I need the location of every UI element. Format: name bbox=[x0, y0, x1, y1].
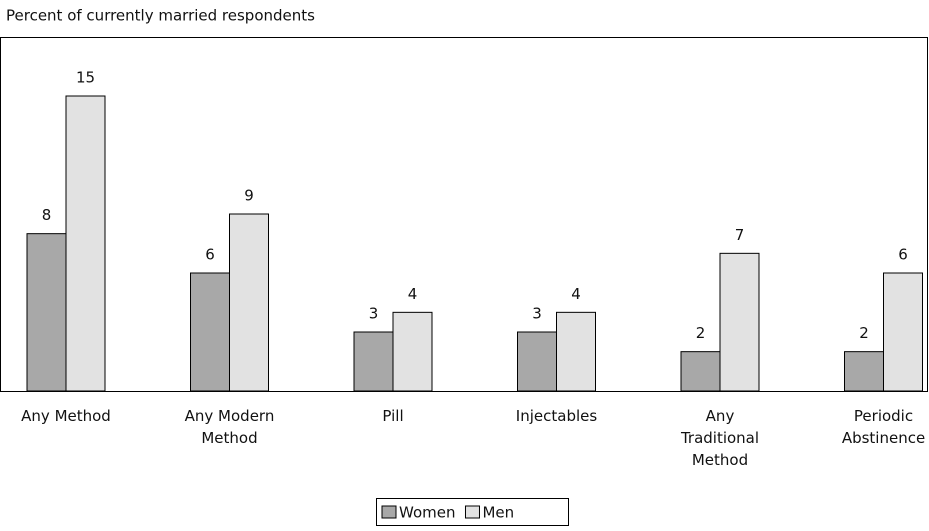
value-label: 4 bbox=[571, 285, 581, 303]
bar bbox=[65, 95, 106, 392]
bar bbox=[229, 213, 269, 392]
value-label: 6 bbox=[205, 246, 215, 264]
bar bbox=[719, 252, 760, 392]
legend-swatch bbox=[381, 505, 397, 519]
bar bbox=[680, 351, 721, 392]
bar bbox=[556, 311, 596, 392]
bar bbox=[190, 272, 230, 392]
legend-label: Women bbox=[399, 504, 455, 522]
value-label: 8 bbox=[42, 206, 52, 224]
value-label: 15 bbox=[76, 69, 95, 87]
plot-frame bbox=[0, 37, 928, 392]
x-tick-label: Any Modern Method bbox=[184, 407, 275, 447]
bar bbox=[392, 311, 433, 392]
legend-label: Men bbox=[482, 504, 514, 522]
value-label: 4 bbox=[408, 285, 418, 303]
value-label: 6 bbox=[898, 246, 908, 264]
legend-swatch bbox=[464, 505, 480, 519]
bar bbox=[26, 233, 67, 392]
value-label: 7 bbox=[735, 226, 745, 244]
value-label: 2 bbox=[696, 324, 706, 342]
bar bbox=[353, 331, 394, 392]
x-tick-label: Injectables bbox=[515, 407, 598, 425]
x-tick-label: Periodic Abstinence bbox=[841, 407, 926, 447]
x-tick-label: Pill bbox=[382, 407, 404, 425]
y-axis-label: Percent of currently married respondents bbox=[6, 7, 315, 25]
value-label: 3 bbox=[369, 305, 379, 323]
bar bbox=[517, 331, 557, 392]
legend-box bbox=[376, 498, 569, 526]
x-tick-label: Any Method bbox=[21, 407, 111, 425]
bar bbox=[883, 272, 923, 392]
x-tick-label: Any Traditional Method bbox=[680, 407, 760, 469]
bar bbox=[844, 351, 884, 392]
value-label: 3 bbox=[532, 305, 542, 323]
value-label: 2 bbox=[859, 324, 869, 342]
value-label: 9 bbox=[244, 187, 254, 205]
